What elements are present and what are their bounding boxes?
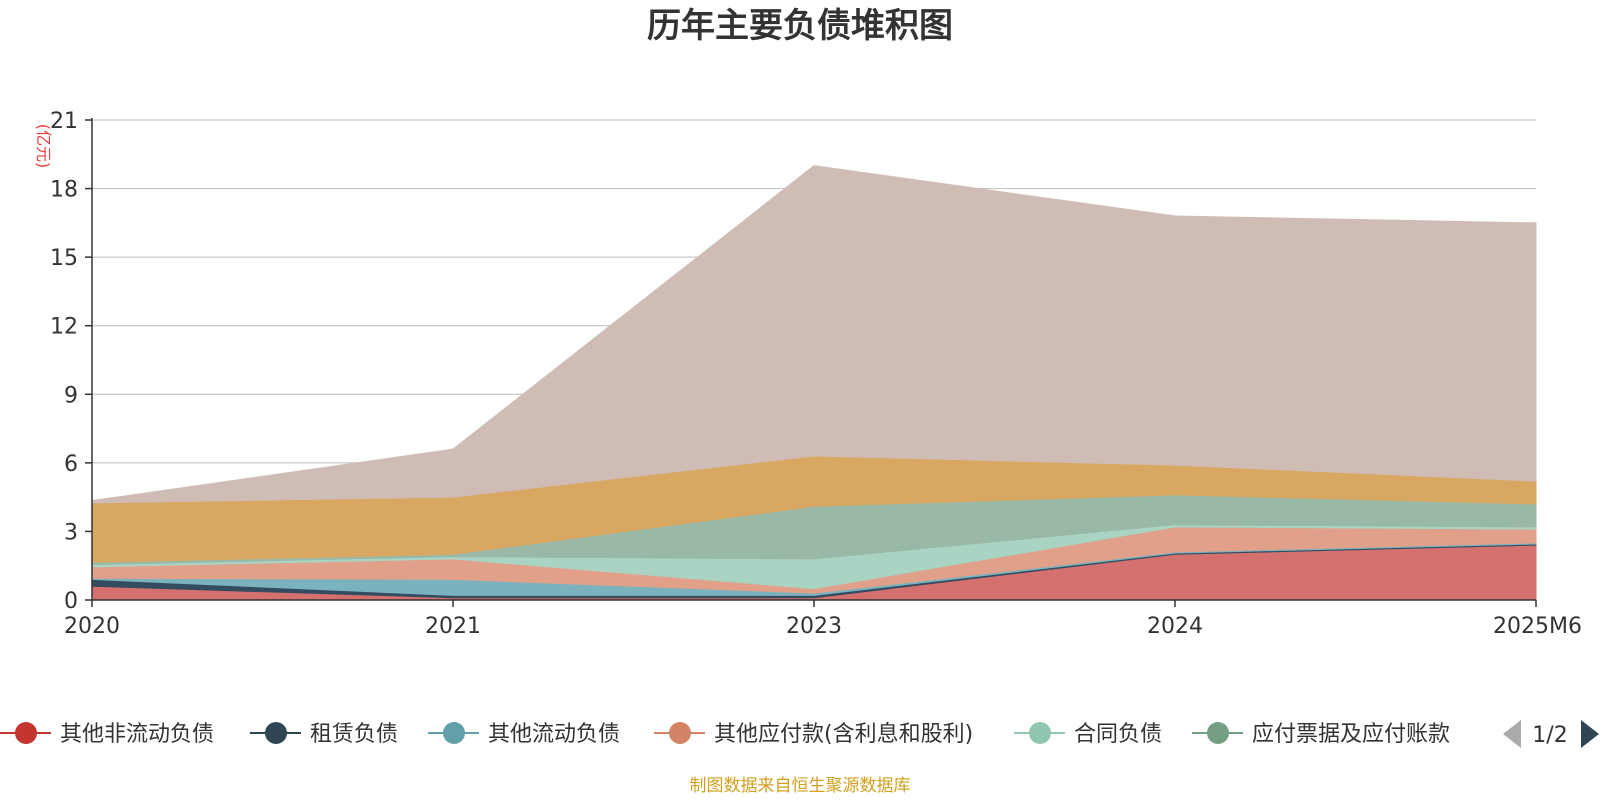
- legend-item[interactable]: 其他流动负债: [428, 722, 620, 747]
- legend-page-indicator: 1/2: [1532, 723, 1567, 748]
- legend: 其他非流动负债 租赁负债 其他流动负债 其他应付款(含利息和股利) 合同负债 应付票据及应…: [0, 720, 1599, 748]
- y-tick-label: 18: [50, 178, 78, 203]
- legend-item[interactable]: 应付票据及应付账款: [1192, 722, 1450, 747]
- x-tick-label: 2024: [1147, 614, 1203, 639]
- legend-prev-page-icon[interactable]: [1503, 720, 1521, 748]
- data-source-note: 制图数据来自恒生聚源数据库: [690, 776, 911, 796]
- area-layer: [91, 165, 1537, 601]
- y-tick-label: 12: [50, 315, 78, 340]
- legend-marker-dot: [669, 722, 691, 744]
- legend-label: 其他应付款(含利息和股利): [714, 722, 973, 747]
- legend-item[interactable]: 其他非流动负债: [0, 722, 214, 747]
- axis-layer: 0 3 6 9 12 15 18 21 2020 2021 2023 2024 2025M6: [50, 109, 1582, 639]
- area-series-8: [91, 165, 1537, 504]
- legend-marker-dot: [1207, 722, 1229, 744]
- x-tick-label: 2020: [64, 614, 120, 639]
- legend-marker-dot: [265, 722, 287, 744]
- y-axis-unit-label: (亿元): [34, 124, 53, 169]
- legend-label: 合同负债: [1074, 722, 1162, 747]
- legend-label: 其他非流动负债: [60, 722, 214, 747]
- y-tick-label: 21: [50, 109, 78, 134]
- chart-title: 历年主要负债堆积图: [647, 6, 953, 46]
- y-tick-label: 6: [64, 452, 78, 477]
- y-tick-label: 3: [64, 520, 78, 545]
- legend-label: 应付票据及应付账款: [1252, 722, 1450, 747]
- legend-item[interactable]: 其他应付款(含利息和股利): [654, 722, 973, 747]
- y-tick-label: 15: [50, 246, 78, 271]
- legend-marker-dot: [15, 722, 37, 744]
- legend-marker-dot: [1029, 722, 1051, 744]
- x-tick-label: 2023: [786, 614, 842, 639]
- legend-label: 租赁负债: [310, 722, 398, 747]
- x-tick-label: 2025M6: [1493, 614, 1582, 639]
- legend-item[interactable]: 合同负债: [1014, 722, 1162, 747]
- legend-item[interactable]: 租赁负债: [250, 722, 398, 747]
- y-tick-label: 9: [64, 383, 78, 408]
- legend-label: 其他流动负债: [488, 722, 620, 747]
- legend-next-page-icon[interactable]: [1581, 720, 1599, 748]
- y-tick-label: 0: [64, 589, 78, 614]
- x-tick-label: 2021: [425, 614, 481, 639]
- legend-marker-dot: [443, 722, 465, 744]
